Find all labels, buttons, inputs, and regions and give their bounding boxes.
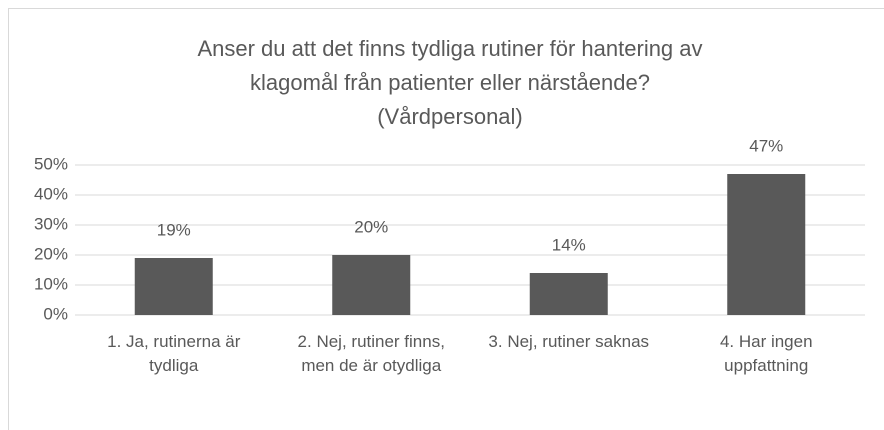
y-tick-label: 40% — [34, 184, 68, 203]
data-label: 20% — [354, 217, 388, 236]
chart-title: (Vårdpersonal) — [377, 104, 523, 129]
data-label: 47% — [749, 136, 783, 155]
x-tick-label: 1. Ja, rutinerna är tydliga — [107, 332, 241, 375]
chart-title: klagomål från patienter eller närstående… — [250, 70, 650, 95]
bar — [529, 273, 608, 315]
x-tick-label: 2. Nej, rutiner finns, men de är otydlig… — [297, 332, 445, 375]
bar — [332, 255, 411, 315]
bar — [134, 258, 213, 315]
y-tick-label: 30% — [34, 214, 68, 233]
y-tick-label: 10% — [34, 274, 68, 293]
x-tick-label: 4. Har ingen uppfattning — [719, 332, 813, 375]
y-tick-label: 0% — [43, 304, 68, 323]
y-tick-label: 20% — [34, 244, 68, 263]
data-label: 19% — [157, 220, 191, 239]
chart-title: Anser du att det finns tydliga rutiner f… — [197, 36, 702, 61]
y-tick-label: 50% — [34, 154, 68, 173]
x-tick-label: 3. Nej, rutiner saknas — [488, 332, 650, 351]
data-label: 14% — [552, 235, 586, 254]
bar — [727, 174, 806, 315]
